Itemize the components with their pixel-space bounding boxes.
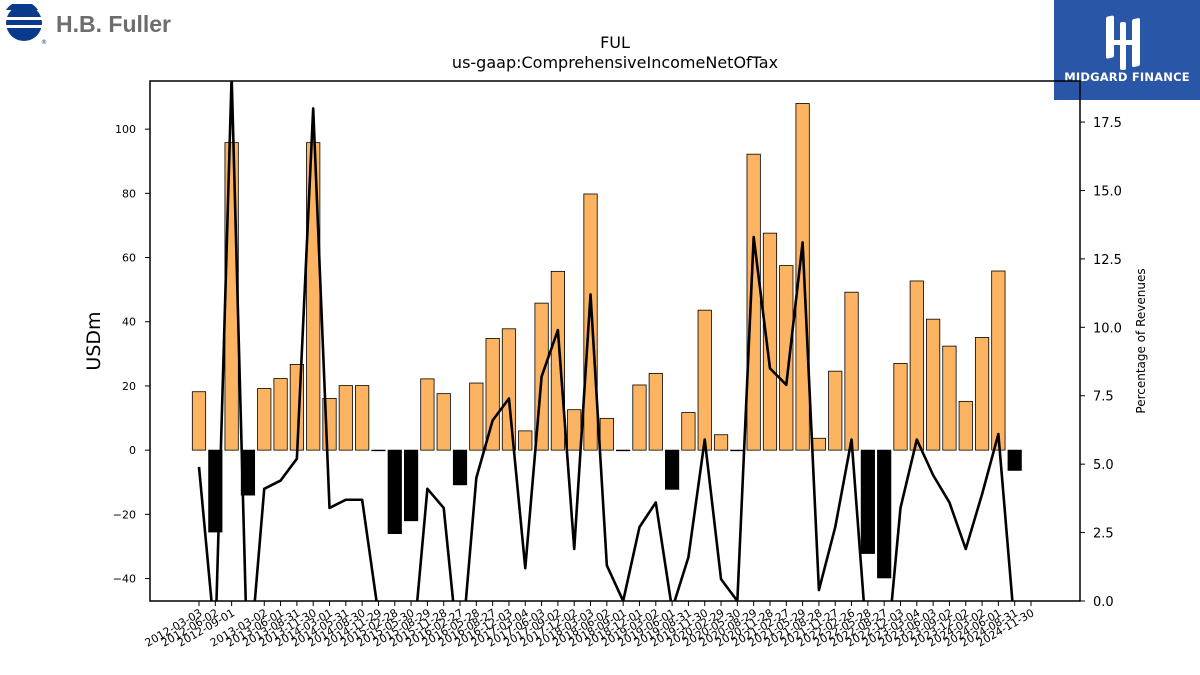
bar — [697, 309, 712, 451]
bar — [779, 265, 794, 451]
bar — [632, 384, 647, 451]
company-name: H.B. Fuller — [56, 11, 171, 37]
hb-fuller-emblem-icon: ® — [6, 1, 47, 46]
svg-text:®: ® — [41, 39, 47, 46]
bar — [648, 373, 663, 451]
chart-title: FUL — [600, 33, 630, 52]
bar — [681, 412, 696, 451]
bar — [599, 417, 614, 451]
plot-frame — [149, 80, 1081, 602]
y-tick-label: 20 — [122, 380, 136, 393]
bar — [387, 449, 402, 535]
bar — [958, 400, 973, 451]
y2-axis: 0.0 2.5 5.0 7.5 10.0 12.5 15.0 17.5 — [1080, 116, 1122, 610]
bar — [452, 449, 468, 486]
y2-tick-label: 12.5 — [1093, 253, 1122, 268]
bar — [273, 378, 288, 451]
bar — [191, 391, 207, 451]
bar — [713, 434, 729, 451]
bar — [485, 338, 500, 451]
y-tick-label: 100 — [115, 123, 136, 136]
chart-subtitle: us-gaap:ComprehensiveIncomeNetOfTax — [452, 53, 778, 72]
bar — [811, 437, 827, 451]
y-tick-label: 40 — [122, 316, 136, 329]
bar — [828, 370, 843, 451]
ratio-line — [197, 81, 1014, 601]
y-tick-label: 80 — [122, 187, 136, 200]
midgard-emblem-icon — [1106, 15, 1140, 70]
bar — [844, 291, 859, 451]
hb-fuller-logo: ® H.B. Fuller — [4, 1, 204, 46]
y2-tick-label: 17.5 — [1093, 116, 1122, 131]
y-axis: −40 −20 0 20 40 60 80 100 — [113, 123, 150, 586]
bar — [1007, 449, 1022, 471]
y2-tick-label: 10.0 — [1093, 321, 1122, 336]
bar — [665, 449, 680, 490]
bar — [469, 382, 484, 451]
line-series — [197, 81, 1014, 601]
bar — [893, 363, 908, 451]
midgard-finance-logo: MIDGARD FINANCE — [1054, 0, 1200, 100]
y2-tick-label: 7.5 — [1093, 390, 1114, 405]
y-tick-label: −40 — [113, 573, 136, 586]
y2-tick-label: 0.0 — [1093, 595, 1114, 610]
bar — [550, 270, 565, 451]
bar — [518, 430, 533, 451]
y2-tick-label: 5.0 — [1093, 458, 1114, 473]
y-tick-label: 0 — [129, 444, 136, 457]
y-tick-label: 60 — [122, 252, 136, 265]
bar — [762, 232, 778, 451]
y2-tick-label: 15.0 — [1093, 184, 1122, 199]
bar — [942, 345, 957, 451]
bar — [338, 385, 353, 451]
bar — [420, 378, 435, 451]
partner-name: MIDGARD FINANCE — [1064, 70, 1190, 84]
bar — [860, 449, 875, 554]
bar — [257, 388, 272, 451]
y2-tick-label: 2.5 — [1093, 527, 1114, 542]
bar — [877, 449, 892, 579]
bar — [746, 153, 761, 451]
bar — [795, 103, 810, 451]
bar — [974, 337, 990, 451]
bar — [436, 393, 451, 451]
bar — [616, 449, 631, 452]
bar — [403, 449, 419, 522]
bar — [355, 385, 370, 451]
bar — [909, 280, 924, 451]
bar — [501, 328, 517, 451]
y2-axis-label: Percentage of Revenues — [1134, 268, 1148, 413]
bar — [567, 409, 582, 451]
y-axis-label: USDm — [83, 311, 105, 370]
bar — [730, 449, 745, 452]
y-tick-label: −20 — [113, 508, 136, 521]
bar — [371, 449, 386, 452]
bar — [991, 270, 1006, 451]
bar — [926, 318, 941, 451]
bar — [583, 193, 598, 451]
x-axis: 2012-03-032012-06-022012-09-012013-03-02… — [143, 601, 1037, 650]
